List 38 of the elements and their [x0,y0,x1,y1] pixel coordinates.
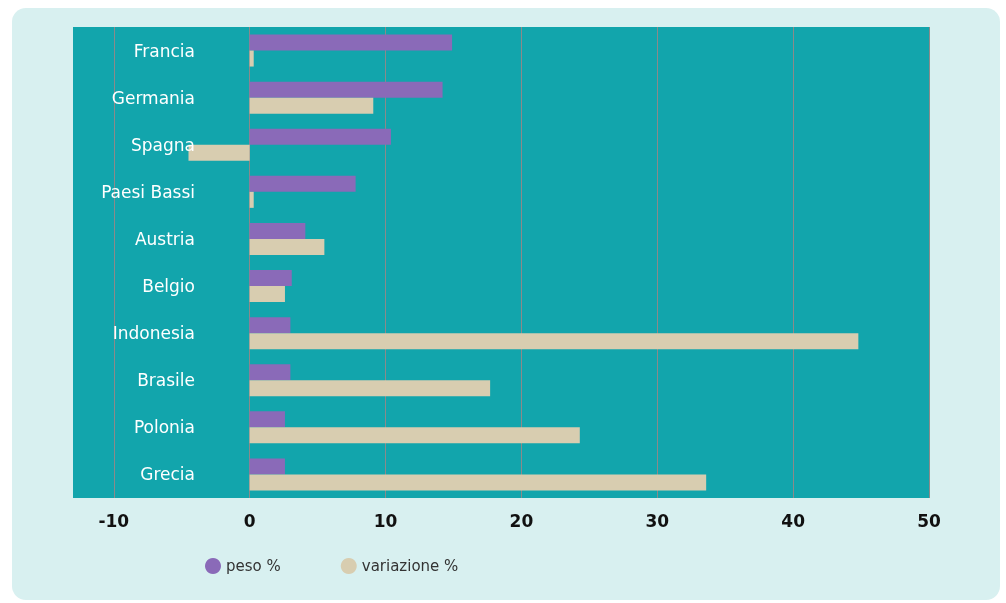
y-tick-label: Belgio [142,276,195,297]
x-tick-label: 10 [373,510,398,531]
x-tick-label: 50 [917,510,941,531]
bar [249,458,285,475]
y-tick-label: Spagna [131,134,195,155]
y-tick-label: Francia [133,40,195,61]
bar [249,380,491,397]
bar [249,97,374,114]
y-tick-label: Brasile [137,370,195,391]
bar [249,34,453,51]
x-tick-label: -10 [98,510,130,531]
y-tick-label: Polonia [133,417,195,438]
bar [249,222,306,239]
bar [249,175,356,192]
bar [249,317,291,334]
bar [249,238,325,255]
bar [249,333,859,350]
bar [249,128,391,145]
bar [249,286,285,303]
x-tick-label: 20 [509,510,534,531]
bar [249,81,443,98]
bar [249,50,254,67]
legend-label: peso % [226,557,281,575]
bar [249,191,254,208]
y-tick-label: Paesi Bassi [101,181,195,202]
y-tick-label: Grecia [140,464,195,485]
bar [249,411,285,428]
bar [249,427,580,444]
bar [249,364,291,381]
bar [249,474,707,491]
x-tick-label: 0 [243,510,256,531]
y-tick-label: Austria [134,228,195,249]
bar [249,270,292,287]
y-tick-label: Germania [111,87,195,108]
x-tick-label: 40 [781,510,806,531]
legend-label: variazione % [361,557,459,575]
y-tick-label: Indonesia [112,323,195,344]
x-tick-label: 30 [645,510,670,531]
